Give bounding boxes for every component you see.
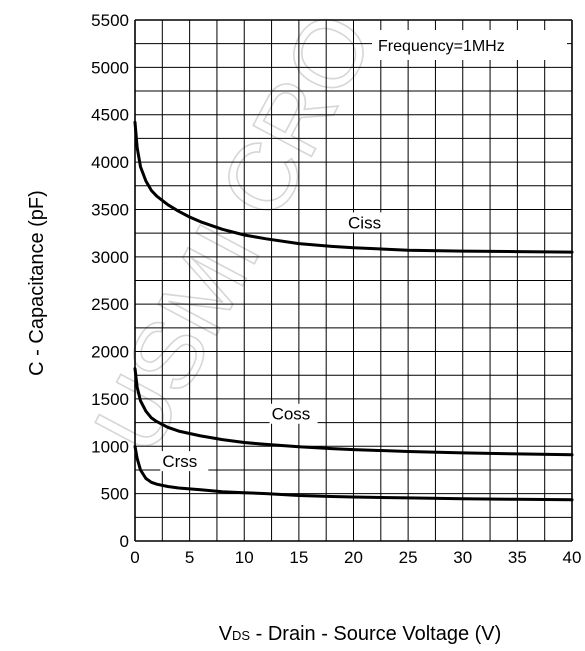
x-tick-labels: 0 5 10 15 20 25 30 35 40	[130, 548, 581, 567]
grid	[134, 19, 573, 542]
curve-label-coss: Coss	[272, 405, 311, 424]
curve-label-crss: Crss	[162, 452, 197, 471]
y-tick-label: 1000	[91, 437, 129, 456]
curve-label-bg	[269, 403, 318, 424]
y-axis-title: C - Capacitance (pF)	[26, 190, 48, 376]
series-layer	[133, 120, 574, 502]
y-tick-labels: 0 500 1000 1500 2000 2500 3000 3500 4000 4500 5000…	[91, 11, 129, 551]
y-tick-label: 500	[101, 485, 129, 504]
x-tick-label: 40	[563, 548, 582, 567]
x-tick-label: 10	[235, 548, 254, 567]
y-tick-label: 2500	[91, 295, 129, 314]
curve-label-bg	[346, 212, 395, 233]
curve-label-bg	[160, 451, 209, 472]
x-tick-label: 15	[289, 548, 308, 567]
y-tick-label: 5000	[91, 58, 129, 77]
x-axis-title: VDS - Drain - Source Voltage (V)	[219, 623, 502, 645]
y-tick-label: 3000	[91, 248, 129, 267]
x-axis-title-main: V	[219, 623, 233, 645]
y-tick-label: 4000	[91, 153, 129, 172]
y-tick-label: 0	[120, 532, 129, 551]
x-axis-title-rest: - Drain - Source Voltage (V)	[250, 623, 501, 645]
y-tick-label: 1500	[91, 390, 129, 409]
x-tick-label: 35	[508, 548, 527, 567]
x-tick-label: 30	[453, 548, 472, 567]
frequency-annotation: Frequency=1MHz	[378, 38, 505, 55]
curve-labels: Ciss Coss Crss	[160, 212, 395, 472]
x-tick-label: 20	[344, 548, 363, 567]
y-tick-label: 3500	[91, 200, 129, 219]
series-line-ciss	[133, 120, 574, 254]
x-tick-label: 25	[399, 548, 418, 567]
annotation-box: Frequency=1MHz	[372, 30, 567, 60]
x-tick-label: 5	[185, 548, 194, 567]
series-line-coss	[133, 367, 574, 457]
x-tick-label: 0	[130, 548, 139, 567]
x-axis-title-sub: DS	[232, 628, 250, 643]
curve-label-ciss: Ciss	[348, 213, 381, 232]
series-line-crss	[133, 444, 574, 502]
y-tick-label: 5500	[91, 11, 129, 30]
y-tick-label: 2000	[91, 343, 129, 362]
y-tick-label: 4500	[91, 106, 129, 125]
